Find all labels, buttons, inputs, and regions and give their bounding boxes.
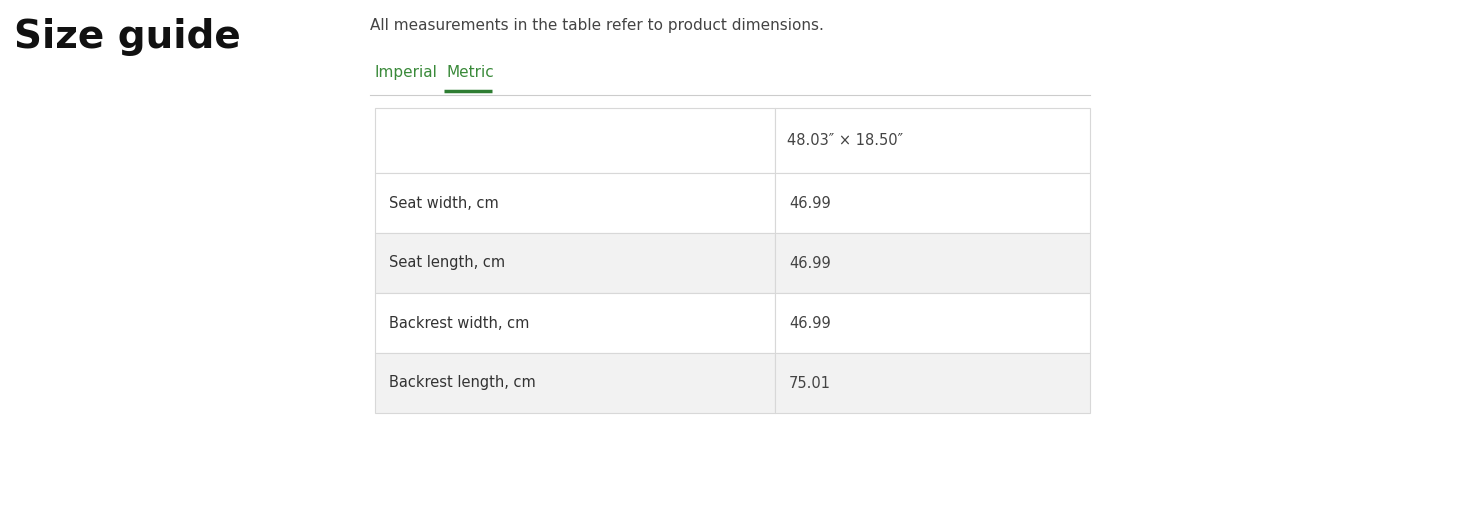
Text: Seat width, cm: Seat width, cm	[388, 195, 499, 211]
Bar	[375, 293, 775, 353]
Bar	[375, 353, 775, 413]
Text: 46.99: 46.99	[789, 256, 830, 271]
Bar	[775, 173, 1090, 233]
Bar	[775, 293, 1090, 353]
Bar	[775, 233, 1090, 293]
Text: Metric: Metric	[448, 65, 495, 80]
Bar	[375, 173, 775, 233]
Text: 46.99: 46.99	[789, 316, 830, 330]
Bar	[375, 233, 775, 293]
Text: Backrest width, cm: Backrest width, cm	[388, 316, 529, 330]
Text: 75.01: 75.01	[789, 376, 832, 390]
Text: Backrest length, cm: Backrest length, cm	[388, 376, 536, 390]
Text: All measurements in the table refer to product dimensions.: All measurements in the table refer to p…	[371, 18, 824, 33]
Bar	[375, 108, 775, 173]
Bar	[775, 353, 1090, 413]
Text: 48.03″ × 18.50″: 48.03″ × 18.50″	[787, 133, 902, 148]
Text: Size guide: Size guide	[13, 18, 241, 56]
Text: Imperial: Imperial	[375, 65, 437, 80]
Text: Seat length, cm: Seat length, cm	[388, 256, 505, 271]
Text: 46.99: 46.99	[789, 195, 830, 211]
Bar	[775, 108, 1090, 173]
